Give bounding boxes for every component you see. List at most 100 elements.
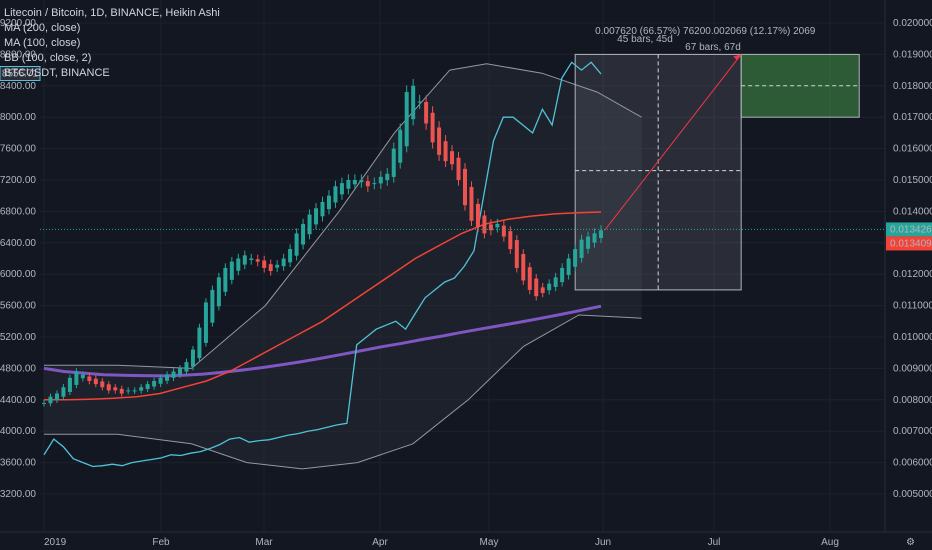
measure-label: 45 bars, 45d	[617, 34, 673, 45]
candle-body	[139, 387, 144, 391]
candle-body	[223, 267, 228, 292]
candle	[48, 393, 53, 407]
candle	[417, 94, 422, 110]
candle	[462, 163, 467, 211]
measure-arrow-line	[604, 54, 742, 231]
candle-body	[106, 384, 111, 391]
candle-body	[178, 368, 183, 375]
candle-body	[216, 277, 221, 307]
candle-body	[579, 239, 584, 258]
candle-body	[74, 371, 79, 385]
right-axis-tick: 0.006000	[893, 458, 932, 469]
candle-body	[482, 215, 487, 234]
candle-body	[275, 264, 280, 268]
candle-body	[346, 180, 351, 189]
candle	[113, 384, 118, 394]
right-price-axis[interactable]: 0.020000 0.019000 0.018000 0.017000 0.016000…	[884, 0, 932, 532]
left-price-axis[interactable]: 9200.00 8800.00 8400.00 8000.00 7600.00 7200.…	[0, 18, 41, 500]
candle	[599, 225, 603, 243]
left-axis-tick: 6800.00	[0, 206, 36, 217]
candle	[488, 219, 493, 236]
candle	[456, 151, 461, 186]
right-axis-tick: 0.016000	[893, 144, 932, 155]
settings-gear-icon[interactable]: ⚙	[906, 537, 915, 548]
candle-body	[190, 349, 195, 367]
candle	[132, 387, 137, 394]
candle-body	[132, 390, 137, 392]
candle-body	[417, 101, 422, 103]
candle	[314, 202, 319, 230]
candle	[100, 378, 105, 391]
candle-body	[48, 396, 53, 404]
left-axis-tick: 8000.00	[0, 112, 36, 123]
candle	[586, 231, 591, 254]
candle	[288, 244, 293, 268]
time-axis[interactable]: 2019 Feb Mar Apr May Jun Jul Aug ⚙	[0, 531, 932, 548]
left-axis-tick: 3200.00	[0, 489, 36, 500]
candles	[40, 79, 885, 407]
candle-body	[560, 267, 565, 283]
legend-ma100[interactable]: MA (100, close)	[4, 37, 81, 49]
candle	[242, 250, 247, 270]
legend-ma200[interactable]: MA (200, close)	[4, 22, 81, 34]
legend-btcusdt[interactable]: BTCUSDT, BINANCE	[4, 67, 110, 79]
measure-label: 67 bars, 67d	[685, 42, 741, 53]
time-axis-label: May	[480, 537, 499, 548]
candle	[437, 121, 442, 161]
right-ma100-text: 0.013409	[890, 238, 932, 249]
candle	[152, 377, 157, 390]
candle-body	[210, 289, 215, 323]
candle-body	[365, 181, 370, 187]
candle	[346, 174, 351, 195]
time-axis-label: Jul	[708, 537, 721, 548]
candle-body	[326, 195, 331, 210]
candle-body	[359, 180, 364, 183]
candle	[352, 174, 357, 190]
candle-body	[100, 381, 105, 388]
candle-body	[385, 173, 390, 181]
candle-body	[307, 214, 312, 235]
candle-body	[262, 260, 267, 268]
candle-body	[229, 261, 234, 280]
right-axis-tick: 0.012000	[893, 269, 932, 280]
candle	[139, 384, 144, 394]
candle-body	[540, 287, 545, 294]
candle-body	[87, 376, 92, 381]
right-axis-tick: 0.020000	[893, 18, 932, 29]
measure-tool[interactable]: 0.007620 (66.57%) 76200.002069 (12.17%) …	[574, 26, 860, 291]
measure-arrow-head	[733, 54, 742, 61]
candle	[223, 263, 228, 297]
right-axis-tick: 0.017000	[893, 112, 932, 123]
candle-body	[339, 183, 344, 195]
candle	[87, 373, 92, 385]
candle	[171, 368, 176, 382]
candle	[249, 253, 254, 265]
candle-body	[553, 277, 558, 287]
legend-bb[interactable]: BB (100, close, 2)	[4, 52, 92, 64]
left-axis-tick: 7600.00	[0, 144, 36, 155]
candle	[391, 142, 396, 183]
ma100-path	[44, 211, 602, 401]
candle	[119, 385, 124, 397]
legend-symbol-title[interactable]: Litecoin / Bitcoin, 1D, BINANCE, Heikin …	[4, 7, 220, 19]
candle	[54, 390, 59, 403]
candle	[514, 235, 519, 273]
candle-body	[450, 151, 455, 165]
left-axis-tick: 4400.00	[0, 395, 36, 406]
left-axis-tick: 6400.00	[0, 238, 36, 249]
candle	[190, 345, 195, 371]
ma200-line	[43, 304, 602, 378]
candle-body	[521, 254, 526, 281]
candle-body	[158, 377, 163, 384]
candle	[67, 374, 72, 396]
candle	[320, 196, 325, 222]
candle-body	[119, 388, 124, 394]
candle	[411, 79, 416, 126]
right-axis-tick: 0.011000	[893, 301, 932, 312]
candle-body	[301, 223, 306, 245]
candle-body	[184, 362, 189, 372]
right-axis-tick: 0.014000	[893, 206, 932, 217]
left-last-value-badge	[0, 65, 41, 81]
left-axis-tick: 7200.00	[0, 175, 36, 186]
